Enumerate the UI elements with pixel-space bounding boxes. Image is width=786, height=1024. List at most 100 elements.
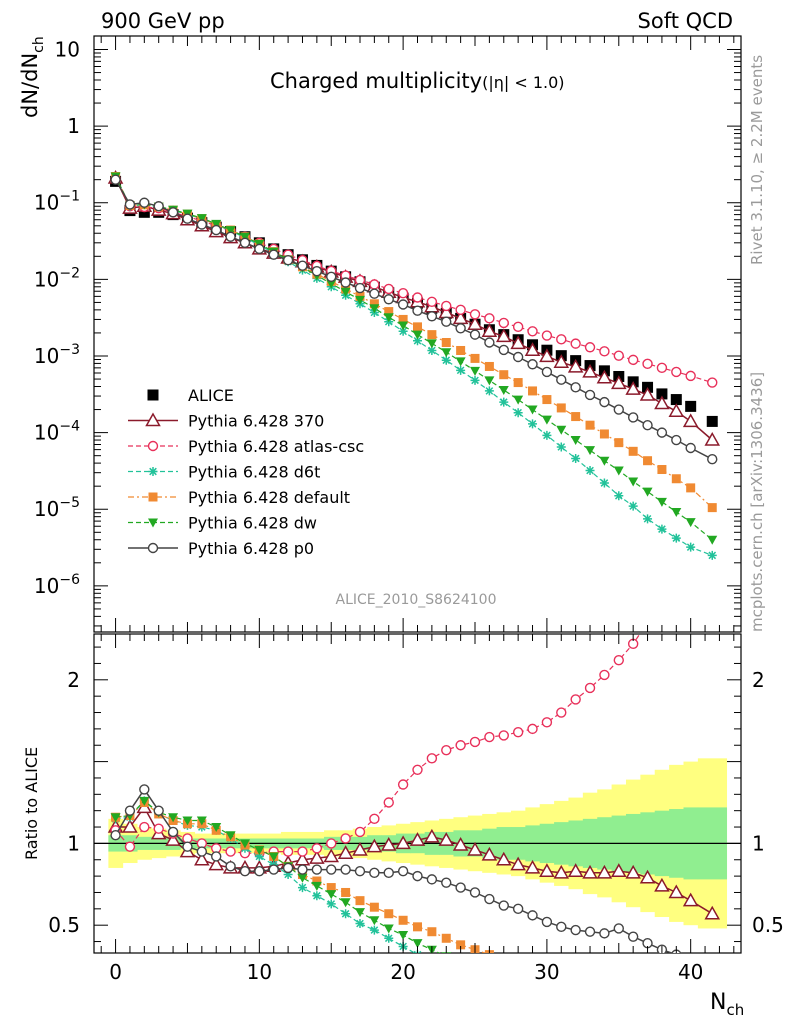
x-axis-label: Nch bbox=[710, 990, 744, 1019]
data-point bbox=[427, 345, 437, 355]
data-point bbox=[369, 304, 380, 314]
ratio-point bbox=[355, 919, 365, 929]
ratio-point bbox=[208, 856, 224, 871]
data-point bbox=[441, 337, 451, 347]
ratio-y-axis-label: Ratio to ALICE bbox=[22, 747, 41, 860]
ratio-point bbox=[455, 882, 466, 893]
data-point bbox=[670, 394, 682, 406]
data-point bbox=[542, 430, 552, 440]
data-point bbox=[513, 395, 524, 405]
data-point bbox=[585, 466, 595, 476]
data-point bbox=[671, 434, 682, 446]
header-right-label: Soft QCD bbox=[638, 9, 733, 33]
legend-marker bbox=[147, 389, 159, 401]
ratio-point bbox=[341, 887, 351, 897]
data-point bbox=[656, 362, 668, 374]
ratio-point bbox=[283, 869, 293, 879]
data-point bbox=[282, 254, 294, 266]
data-point bbox=[268, 249, 279, 260]
ratio-point bbox=[384, 909, 394, 919]
data-point bbox=[397, 287, 409, 299]
top-series-group bbox=[107, 170, 721, 560]
ratio-point bbox=[499, 953, 508, 962]
ratio-point bbox=[369, 813, 380, 825]
ratio-point bbox=[512, 726, 524, 738]
ratio-point bbox=[456, 940, 466, 950]
ratio-point bbox=[426, 874, 438, 885]
ratio-point bbox=[380, 837, 397, 851]
ratio-point bbox=[254, 866, 265, 877]
ratio-point bbox=[110, 830, 121, 841]
ratio-point bbox=[323, 848, 340, 863]
data-point bbox=[498, 344, 509, 356]
ratio-point bbox=[312, 891, 322, 901]
data-point bbox=[625, 381, 641, 395]
data-point bbox=[524, 342, 541, 356]
ratio-point bbox=[326, 864, 337, 875]
ratio-point bbox=[481, 846, 498, 861]
y-axis-label: dN/dNch bbox=[18, 36, 47, 118]
data-point bbox=[642, 419, 653, 431]
data-point bbox=[553, 354, 570, 368]
ratio-plot-area bbox=[94, 634, 741, 966]
ratio-point bbox=[182, 816, 193, 826]
ratio-point bbox=[168, 813, 179, 823]
ratio-y-tick-label: 2 bbox=[67, 668, 80, 692]
data-point bbox=[643, 514, 653, 524]
data-point bbox=[426, 311, 438, 322]
data-point bbox=[139, 197, 150, 208]
data-point bbox=[340, 287, 351, 297]
ratio-point bbox=[627, 931, 639, 942]
ratio-point bbox=[512, 903, 524, 915]
ratio-point bbox=[527, 723, 538, 735]
ratio-point bbox=[398, 931, 409, 941]
ratio-y-tick-label-right: 2 bbox=[752, 668, 765, 692]
data-point bbox=[455, 323, 466, 334]
ratio-point bbox=[395, 835, 411, 850]
data-point bbox=[398, 321, 409, 331]
x-tick-label: 20 bbox=[390, 960, 415, 984]
ratio-point bbox=[541, 916, 553, 928]
ratio-point bbox=[309, 850, 325, 864]
data-point bbox=[539, 348, 555, 363]
data-point bbox=[481, 323, 498, 338]
ratio-point bbox=[369, 916, 380, 926]
ratio-point bbox=[139, 821, 150, 833]
ratio-point bbox=[704, 905, 721, 920]
ratio-point bbox=[452, 837, 469, 851]
ratio-point bbox=[341, 909, 351, 919]
ratio-point bbox=[584, 926, 596, 937]
data-point bbox=[398, 314, 408, 324]
ratio-point bbox=[556, 921, 567, 933]
data-point bbox=[354, 295, 365, 305]
ratio-point bbox=[613, 923, 624, 934]
y-tick-label: 10−3 bbox=[34, 342, 80, 368]
ratio-point bbox=[165, 832, 181, 846]
data-point bbox=[541, 415, 552, 425]
ratio-point bbox=[369, 902, 379, 912]
ratio-point bbox=[441, 877, 452, 888]
ratio-point bbox=[282, 846, 294, 857]
data-point bbox=[484, 376, 495, 386]
ratio-point bbox=[484, 731, 495, 743]
data-point bbox=[354, 282, 366, 294]
ratio-point bbox=[599, 669, 610, 681]
data-point bbox=[599, 346, 610, 357]
ratio-point bbox=[514, 957, 523, 966]
data-point bbox=[657, 465, 667, 475]
data-point bbox=[671, 533, 681, 543]
ratio-point bbox=[467, 841, 483, 856]
data-point bbox=[584, 342, 596, 353]
ratio-point bbox=[326, 883, 336, 893]
data-point bbox=[383, 283, 394, 295]
data-point bbox=[556, 442, 566, 452]
data-point bbox=[470, 366, 481, 376]
legend-marker bbox=[148, 467, 158, 476]
data-point bbox=[585, 446, 596, 456]
data-point bbox=[513, 408, 523, 418]
data-point bbox=[685, 400, 697, 412]
ratio-point bbox=[524, 859, 541, 874]
ratio-point bbox=[354, 908, 365, 918]
data-point bbox=[528, 419, 538, 429]
ratio-point bbox=[355, 896, 365, 906]
